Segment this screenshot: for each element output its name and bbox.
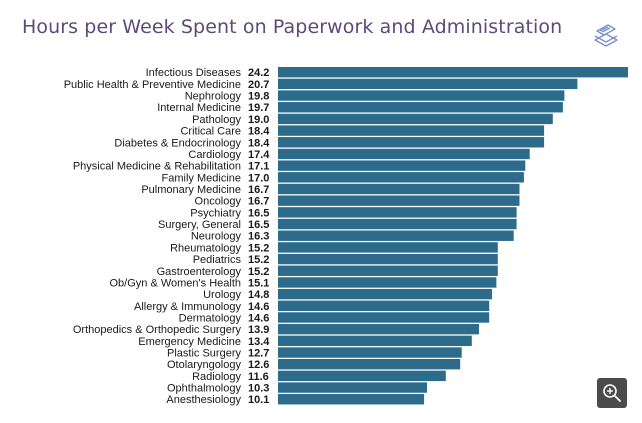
value-label: 15.2 [248,254,269,266]
value-label: 15.2 [248,242,269,254]
value-label: 15.1 [248,277,269,289]
bar [278,102,563,113]
value-label: 16.7 [248,184,269,196]
category-label: Nephrology [185,91,242,103]
value-label: 11.6 [248,371,269,383]
category-label: Anesthesiology [166,394,241,406]
value-label: 19.0 [248,114,269,126]
bar [278,207,517,218]
category-label: Pediatrics [193,254,242,266]
value-label: 17.4 [248,149,270,161]
category-label: Plastic Surgery [167,348,241,360]
category-label: Otolaryngology [167,359,241,371]
zoom-button[interactable] [597,378,627,408]
value-label: 18.4 [248,137,270,149]
value-label: 13.9 [248,324,269,336]
bar [278,125,545,136]
value-label: 13.4 [248,336,270,348]
value-label: 24.2 [248,67,269,79]
value-label: 14.6 [248,312,269,324]
value-label: 16.5 [248,207,269,219]
bar [278,300,490,311]
category-label: Pathology [192,114,241,126]
category-label: Ob/Gyn & Women's Health [109,277,241,289]
bar [278,359,461,370]
bar [278,335,472,347]
value-label: 19.8 [248,91,269,103]
category-label: Orthopedics & Orthopedic Surgery [73,324,242,336]
bar [278,148,530,160]
category-label: Internal Medicine [157,102,241,114]
category-label: Surgery, General [158,219,241,231]
bar [278,312,490,323]
category-label: Diabetes & Endocrinology [114,137,241,149]
bar [278,195,520,206]
bar [278,347,462,358]
value-label: 19.7 [248,102,269,114]
bar [278,90,565,101]
category-label: Neurology [191,231,242,243]
bar [278,370,446,382]
paperwork-stack-icon [594,24,618,47]
value-label: 10.1 [248,394,269,406]
value-label: 10.3 [248,383,269,395]
bar [278,67,628,78]
value-label: 12.6 [248,359,269,371]
value-label: 16.3 [248,231,269,243]
bar [278,382,427,393]
value-label: 17.0 [248,172,269,184]
bar [278,288,492,300]
category-label: Rheumatology [170,242,241,254]
category-label: Cardiology [188,149,241,161]
bar [278,242,498,253]
bar [278,113,553,125]
bar [278,137,545,148]
bar [278,323,479,335]
bar [278,277,497,288]
category-label: Psychiatry [190,207,241,219]
bar [278,265,498,276]
bar [278,160,526,171]
category-label: Pulmonary Medicine [141,184,241,196]
zoom-in-icon [603,384,621,402]
value-label: 16.7 [248,196,269,208]
value-label: 12.7 [248,348,269,360]
category-label: Oncology [195,196,242,208]
category-label: Dermatology [179,312,242,324]
chart-title: Hours per Week Spent on Paperwork and Ad… [22,16,563,38]
category-label: Family Medicine [162,172,241,184]
value-label: 17.1 [248,161,269,173]
bar [278,394,425,405]
value-label: 20.7 [248,79,269,91]
value-label: 14.8 [248,289,269,301]
bar [278,183,520,195]
category-label: Emergency Medicine [138,336,241,348]
category-label: Urology [203,289,241,301]
category-label: Critical Care [180,126,241,138]
category-label: Ophthalmology [167,383,241,395]
bar [278,253,498,265]
value-label: 14.6 [248,301,269,313]
category-label: Infectious Diseases [146,67,242,79]
value-label: 16.5 [248,219,269,231]
value-label: 18.4 [248,126,270,138]
bar [278,230,514,241]
category-label: Physical Medicine & Rehabilitation [73,161,241,173]
category-label: Radiology [192,371,241,383]
bar [278,78,578,90]
category-label: Allergy & Immunology [134,301,241,313]
value-label: 15.2 [248,266,269,278]
bar [278,218,517,230]
bar [278,172,524,183]
category-label: Public Health & Preventive Medicine [64,79,241,91]
category-label: Gastroenterology [157,266,242,278]
